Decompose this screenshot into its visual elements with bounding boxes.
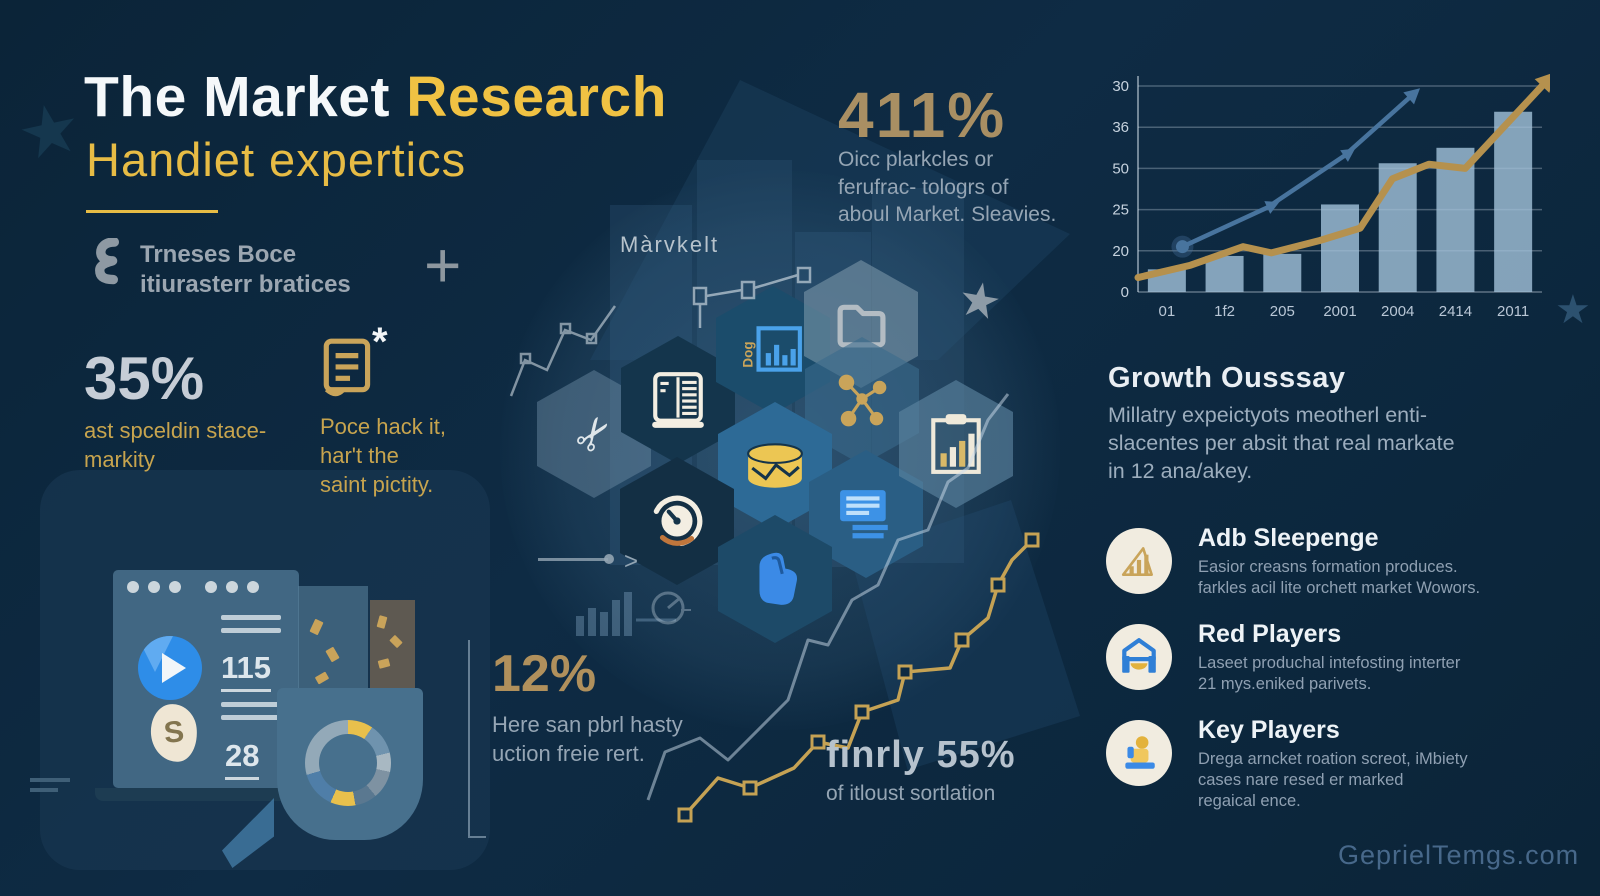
window-dots	[113, 570, 299, 598]
stat-12-desc: Here san pbrl hasty uction freie rert.	[492, 712, 683, 767]
bar-chart-doc-icon: Dog	[742, 326, 802, 372]
hand-icon	[759, 552, 798, 605]
squiggle-icon	[95, 238, 120, 285]
mockup-stat-b: 28	[225, 738, 260, 780]
svg-text:205: 205	[1270, 303, 1295, 320]
svg-text:20: 20	[1112, 243, 1129, 260]
player-2-body: Laseet produchal intefosting interter 21…	[1198, 654, 1461, 694]
stat-411-value: 411%	[838, 79, 1007, 151]
player-2-title: Red Players	[1198, 620, 1342, 648]
player-1-avatar	[1106, 528, 1172, 594]
server-icon	[652, 372, 704, 428]
svg-text:2001: 2001	[1323, 303, 1356, 320]
zigzag-doodle	[509, 305, 617, 397]
house-icon	[1122, 638, 1156, 673]
svg-text:2414: 2414	[1439, 303, 1472, 320]
network-icon	[838, 374, 887, 427]
svg-text:36: 36	[1112, 119, 1129, 136]
play-icon	[162, 653, 186, 683]
stat-35-desc: ast spceldin stace- markity	[84, 418, 267, 473]
svg-text:50: 50	[1112, 160, 1129, 177]
ghost-pie-sketch	[651, 591, 691, 625]
stat-55-value: finrly 55%	[826, 734, 1016, 776]
s-badge: S	[148, 701, 200, 765]
svg-text:0: 0	[1121, 284, 1129, 301]
player-item-1	[1106, 528, 1172, 594]
svg-text:30: 30	[1112, 78, 1129, 95]
document-note: *	[320, 320, 388, 400]
player-1-title: Adb Sleepenge	[1198, 524, 1379, 552]
database-icon	[747, 443, 803, 488]
stat-411-desc: Oicc plarkcles or ferufrac- tologrs of a…	[838, 148, 1057, 227]
clipboard-chart-icon	[931, 414, 981, 474]
folder-icon	[837, 304, 886, 348]
donut-chart	[305, 720, 391, 806]
flowchart-doodle	[692, 266, 812, 328]
text-lines-group-1	[221, 615, 281, 633]
combo-chart: 30 36 50 25 20 0 01 1f2 205 2001 2004 2414 2011	[1098, 66, 1550, 328]
page-title: The Market Research	[84, 64, 667, 130]
marvkelt-label: Màrvkelt	[620, 232, 720, 257]
star-icon: ★	[1555, 288, 1591, 332]
svg-text:Dog: Dog	[742, 341, 755, 367]
person-icon	[1125, 736, 1155, 769]
player-3-avatar	[1106, 720, 1172, 786]
growth-bars-icon	[1121, 547, 1153, 576]
player-item-2	[1106, 624, 1172, 690]
player-2-avatar	[1106, 624, 1172, 690]
svg-text:2004: 2004	[1381, 303, 1414, 320]
mockup-window: 115 S 28	[113, 570, 299, 788]
play-button[interactable]	[138, 636, 202, 700]
player-3-body: Drega arncket roation screot, iMbiety ca…	[1198, 750, 1468, 811]
poce-note: Poce hack it, har't the saint pictity.	[320, 414, 446, 498]
brand-logo	[82, 238, 130, 294]
text-lines-group-2	[221, 702, 283, 720]
combo-chart-svg: 30 36 50 25 20 0 01 1f2 205 2001 2004 2414 2011	[1112, 72, 1550, 320]
plus-sign: +	[424, 229, 462, 301]
pointer-dot	[604, 554, 614, 564]
svg-text:2011: 2011	[1497, 303, 1529, 320]
stat-55-desc: of itloust sortlation	[826, 782, 996, 805]
player-item-3	[1106, 720, 1172, 786]
brand-text: Trneses Boce itiurasterr bratices	[140, 241, 351, 298]
gauge-icon	[651, 495, 703, 547]
star-icon: ★	[953, 271, 1006, 332]
svg-text:01: 01	[1159, 303, 1176, 320]
title-white: The Market	[84, 65, 390, 129]
player-1-body: Easior creasns formation produces. farkl…	[1198, 558, 1481, 598]
laptop-base	[95, 788, 325, 801]
step-trend-chart	[600, 380, 1060, 840]
bracket-line	[468, 640, 486, 838]
watermark: GeprielTemgs.com	[1338, 840, 1580, 870]
gold-divider	[86, 210, 218, 213]
decor-line	[30, 788, 58, 792]
player-3-title: Key Players	[1198, 716, 1340, 744]
star-icon: ★	[10, 86, 89, 176]
stat-12-value: 12%	[492, 645, 597, 703]
growth-title: Growth Ousssay	[1108, 362, 1346, 394]
decor-line	[30, 778, 70, 782]
step-trend-svg	[646, 393, 1040, 823]
donut-card	[277, 688, 423, 840]
title-gold: Research	[406, 65, 667, 129]
ghost-bar-sketch	[576, 592, 676, 636]
pointer-line	[538, 558, 608, 561]
document-asterisk-icon	[323, 338, 371, 397]
growth-body: Millatry expeictyots meotherl enti- slac…	[1108, 403, 1455, 483]
svg-text:1f2: 1f2	[1214, 303, 1235, 320]
asterisk-icon: *	[372, 320, 388, 364]
documents-icon	[840, 490, 888, 539]
chevron-right-icon: >	[624, 548, 639, 575]
page-subtitle: Handiet expertics	[86, 133, 467, 186]
hex-clipboard	[899, 380, 1013, 508]
svg-text:25: 25	[1112, 202, 1129, 219]
stat-35-value: 35%	[84, 345, 205, 412]
mockup-stat-a: 115	[221, 650, 272, 692]
